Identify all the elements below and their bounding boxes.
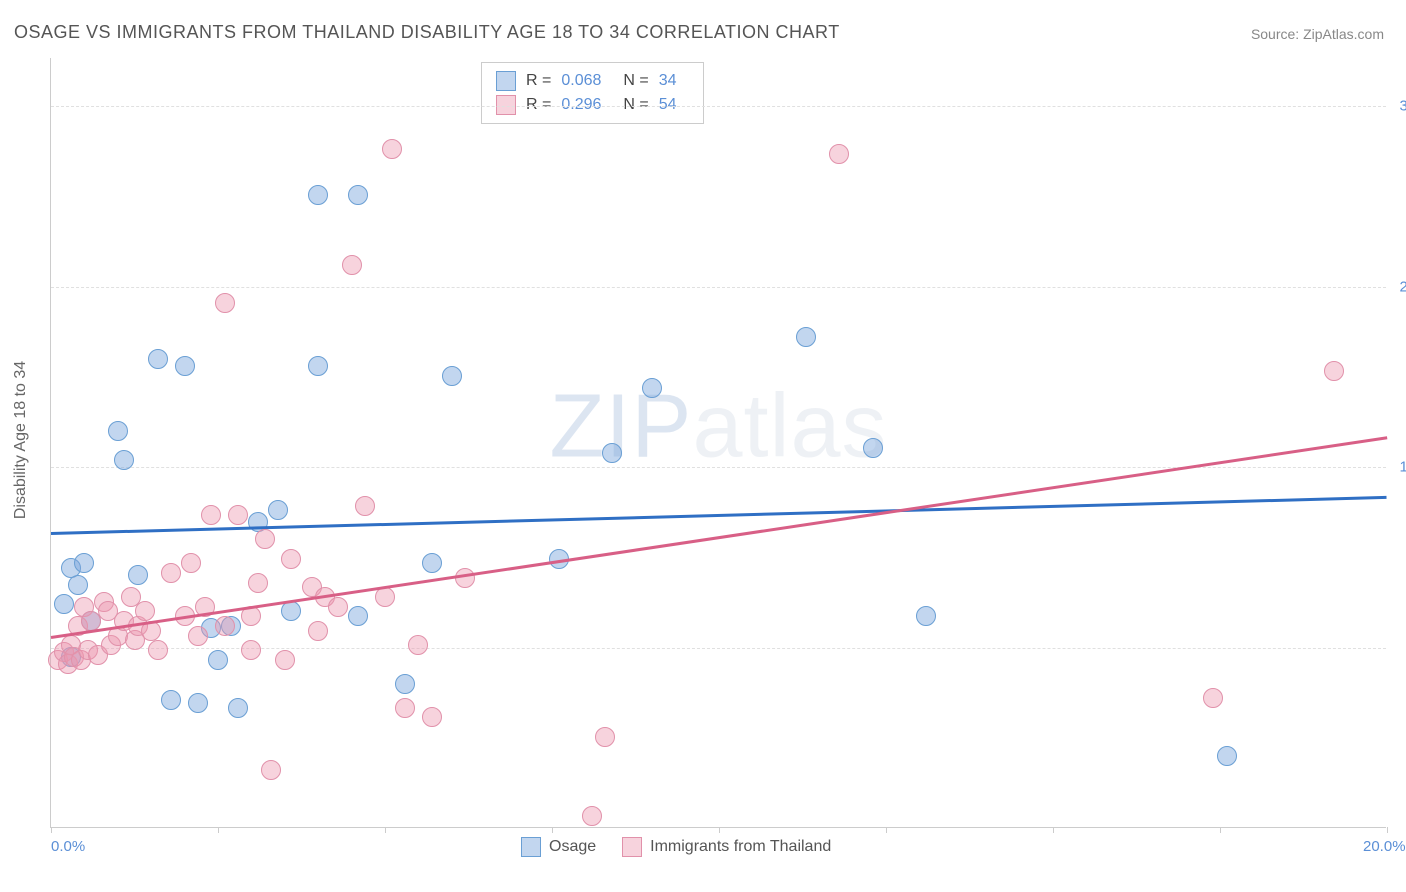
scatter-point [382, 139, 402, 159]
n-value-osage: 34 [659, 72, 677, 90]
correlation-legend: R = 0.068 N = 34 R = 0.296 N = 54 [481, 62, 704, 124]
scatter-point [602, 443, 622, 463]
scatter-point [422, 707, 442, 727]
scatter-point [128, 565, 148, 585]
scatter-point [215, 293, 235, 313]
scatter-point [395, 674, 415, 694]
scatter-point [74, 553, 94, 573]
scatter-point [328, 597, 348, 617]
x-tick [1387, 827, 1388, 833]
y-axis-label: Disability Age 18 to 34 [12, 361, 30, 519]
scatter-point [208, 650, 228, 670]
x-tick [218, 827, 219, 833]
scatter-point [281, 601, 301, 621]
scatter-point [175, 356, 195, 376]
scatter-point [916, 606, 936, 626]
scatter-point [248, 573, 268, 593]
x-tick [51, 827, 52, 833]
scatter-point [395, 698, 415, 718]
scatter-point [228, 698, 248, 718]
scatter-point [829, 144, 849, 164]
x-tick [886, 827, 887, 833]
scatter-point [422, 553, 442, 573]
swatch-osage-bottom [521, 837, 541, 857]
legend-item-osage: Osage [521, 837, 596, 857]
r-value-osage: 0.068 [561, 72, 601, 90]
scatter-point [348, 185, 368, 205]
legend-label-thailand: Immigrants from Thailand [650, 838, 831, 856]
scatter-point [348, 606, 368, 626]
scatter-point [148, 349, 168, 369]
scatter-point [255, 529, 275, 549]
scatter-point [215, 616, 235, 636]
scatter-point [114, 450, 134, 470]
scatter-point [275, 650, 295, 670]
scatter-point [408, 635, 428, 655]
y-tick-label: 15.0% [1399, 459, 1406, 476]
scatter-point [863, 438, 883, 458]
scatter-point [161, 690, 181, 710]
gridline [51, 106, 1386, 107]
scatter-point [355, 496, 375, 516]
scatter-point [228, 505, 248, 525]
scatter-point [281, 549, 301, 569]
chart-container: OSAGE VS IMMIGRANTS FROM THAILAND DISABI… [0, 0, 1406, 892]
x-tick [385, 827, 386, 833]
x-tick [719, 827, 720, 833]
scatter-point [54, 594, 74, 614]
gridline [51, 287, 1386, 288]
scatter-point [1217, 746, 1237, 766]
r-value-thailand: 0.296 [561, 96, 601, 114]
swatch-thailand [496, 95, 516, 115]
x-tick [1220, 827, 1221, 833]
legend-item-thailand: Immigrants from Thailand [622, 837, 831, 857]
legend-row-osage: R = 0.068 N = 34 [496, 69, 689, 93]
legend-label-osage: Osage [549, 838, 596, 856]
scatter-point [308, 621, 328, 641]
x-tick-label: 20.0% [1363, 838, 1406, 855]
scatter-point [201, 505, 221, 525]
scatter-point [442, 366, 462, 386]
scatter-point [261, 760, 281, 780]
scatter-point [268, 500, 288, 520]
scatter-point [108, 421, 128, 441]
scatter-point [1324, 361, 1344, 381]
scatter-point [148, 640, 168, 660]
scatter-point [595, 727, 615, 747]
scatter-point [68, 575, 88, 595]
watermark: ZIPatlas [549, 376, 887, 479]
scatter-point [642, 378, 662, 398]
n-value-thailand: 54 [659, 96, 677, 114]
x-tick-label: 0.0% [51, 838, 85, 855]
chart-title: OSAGE VS IMMIGRANTS FROM THAILAND DISABI… [14, 22, 840, 43]
series-legend: Osage Immigrants from Thailand [521, 837, 831, 857]
scatter-point [308, 185, 328, 205]
scatter-point [188, 626, 208, 646]
scatter-point [1203, 688, 1223, 708]
scatter-point [161, 563, 181, 583]
swatch-thailand-bottom [622, 837, 642, 857]
legend-row-thailand: R = 0.296 N = 54 [496, 93, 689, 117]
source-attribution: Source: ZipAtlas.com [1251, 26, 1384, 42]
scatter-point [181, 553, 201, 573]
x-tick [552, 827, 553, 833]
scatter-point [342, 255, 362, 275]
scatter-point [188, 693, 208, 713]
swatch-osage [496, 71, 516, 91]
scatter-point [241, 640, 261, 660]
scatter-point [135, 601, 155, 621]
y-tick-label: 22.5% [1399, 278, 1406, 295]
scatter-point [582, 806, 602, 826]
plot-area: ZIPatlas R = 0.068 N = 34 R = 0.296 N = … [50, 58, 1386, 828]
x-tick [1053, 827, 1054, 833]
scatter-point [308, 356, 328, 376]
scatter-point [796, 327, 816, 347]
y-tick-label: 30.0% [1399, 98, 1406, 115]
